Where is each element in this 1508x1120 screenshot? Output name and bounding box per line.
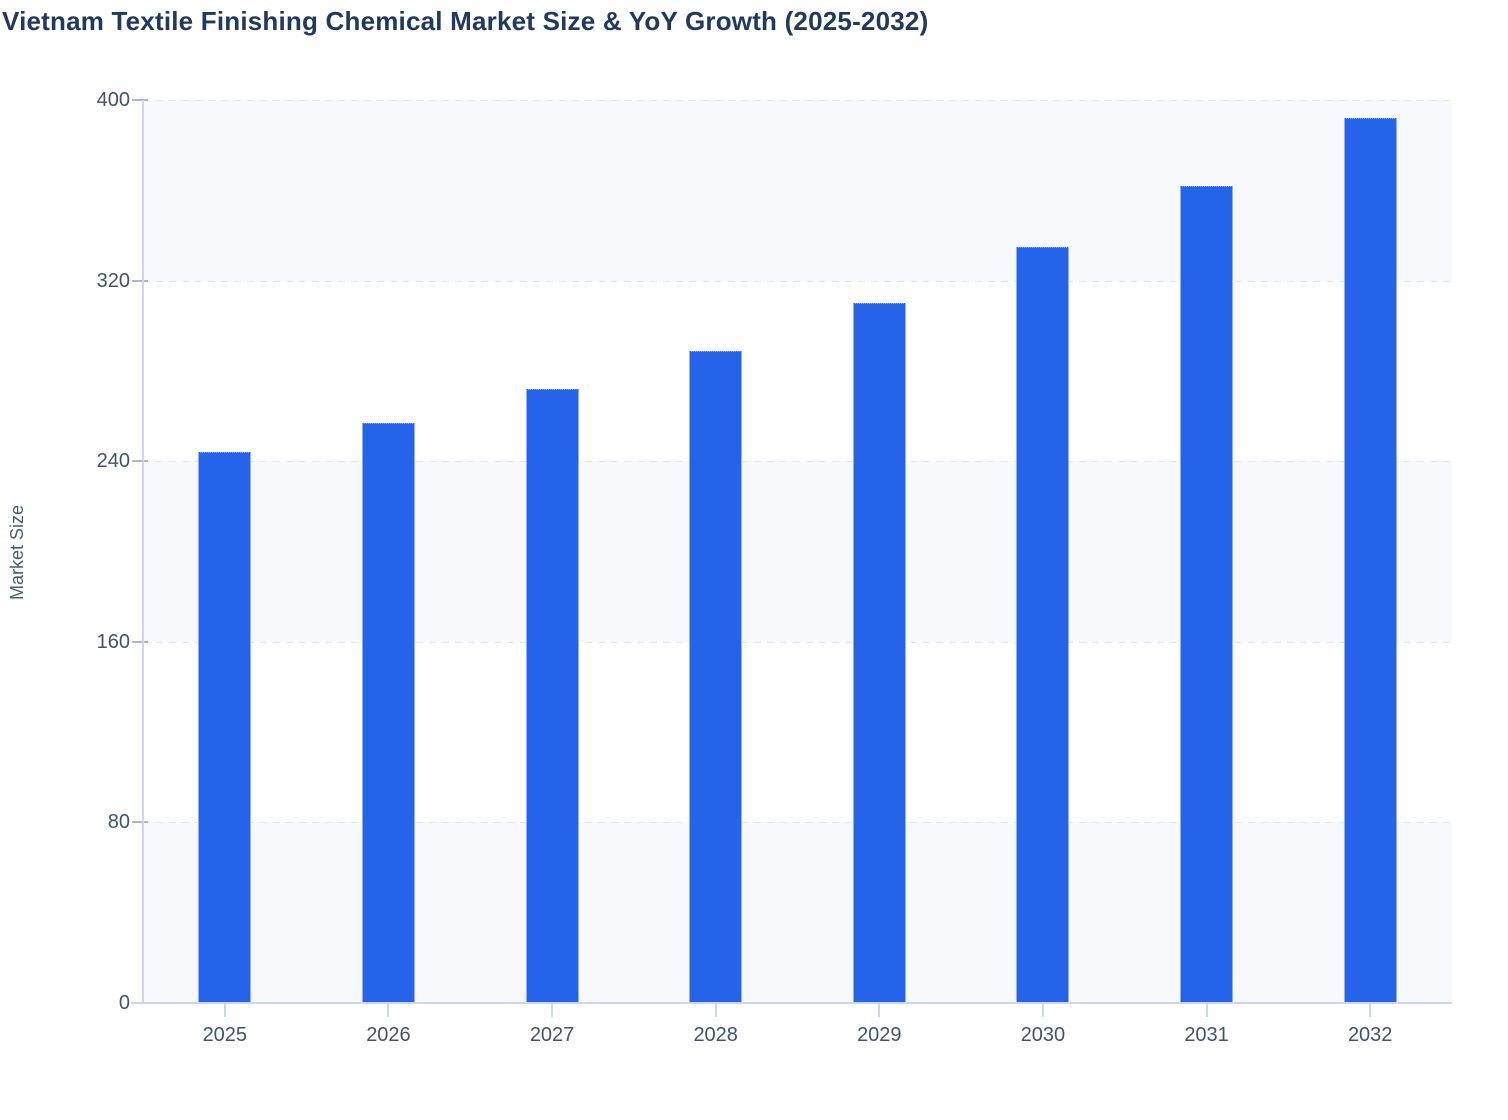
y-tick-label-400: 400 xyxy=(96,89,130,111)
y-tick-label-0: 0 xyxy=(118,992,130,1014)
bar-2027[interactable] xyxy=(525,388,579,1003)
gridline-240 xyxy=(143,461,1452,463)
x-tick-label-2027: 2027 xyxy=(529,1024,575,1046)
y-tick-mark xyxy=(132,460,148,463)
x-tick-label-2030: 2030 xyxy=(1020,1024,1066,1046)
y-tick-label-80: 80 xyxy=(107,811,130,834)
x-tick-mark xyxy=(878,1004,881,1017)
x-tick-mark xyxy=(1205,1004,1208,1017)
x-tick-mark xyxy=(551,1004,554,1017)
x-tick-mark xyxy=(1369,1004,1372,1017)
gridline-80 xyxy=(143,822,1452,824)
bar-2026[interactable] xyxy=(361,422,415,1003)
bar-2025[interactable] xyxy=(198,452,252,1003)
y-tick-mark xyxy=(132,821,148,824)
x-tick-label-2025: 2025 xyxy=(202,1024,248,1046)
grid-band xyxy=(143,822,1452,1003)
gridline-320 xyxy=(143,280,1452,282)
y-axis-title: Market Size xyxy=(7,504,27,600)
bar-2029[interactable] xyxy=(852,303,906,1003)
x-tick-label-2031: 2031 xyxy=(1184,1024,1229,1046)
grid-band xyxy=(143,461,1452,642)
y-tick-label-320: 320 xyxy=(96,269,130,292)
gridline-400 xyxy=(143,100,1452,101)
y-tick-mark xyxy=(132,99,148,101)
bar-2032[interactable] xyxy=(1343,118,1397,1003)
x-tick-label-2026: 2026 xyxy=(366,1024,411,1046)
x-tick-mark xyxy=(714,1004,717,1017)
x-tick-mark xyxy=(387,1004,390,1017)
x-tick-label-2032: 2032 xyxy=(1347,1024,1393,1046)
y-tick-label-160: 160 xyxy=(96,630,130,653)
bar-2030[interactable] xyxy=(1016,246,1070,1003)
x-tick-mark xyxy=(223,1004,226,1017)
bar-2028[interactable] xyxy=(689,350,743,1003)
gridline-160 xyxy=(143,641,1452,643)
chart-title: Vietnam Textile Finishing Chemical Marke… xyxy=(2,6,929,36)
grid-band xyxy=(143,100,1452,281)
x-tick-label-2029: 2029 xyxy=(857,1024,902,1046)
y-tick-mark xyxy=(132,279,148,282)
x-axis-line xyxy=(131,1002,1452,1004)
bar-2031[interactable] xyxy=(1180,185,1234,1003)
y-tick-mark xyxy=(132,640,148,643)
y-axis-line xyxy=(142,100,144,1003)
y-tick-label-240: 240 xyxy=(96,450,130,473)
x-tick-mark xyxy=(1041,1004,1044,1017)
x-tick-label-2028: 2028 xyxy=(693,1024,738,1046)
